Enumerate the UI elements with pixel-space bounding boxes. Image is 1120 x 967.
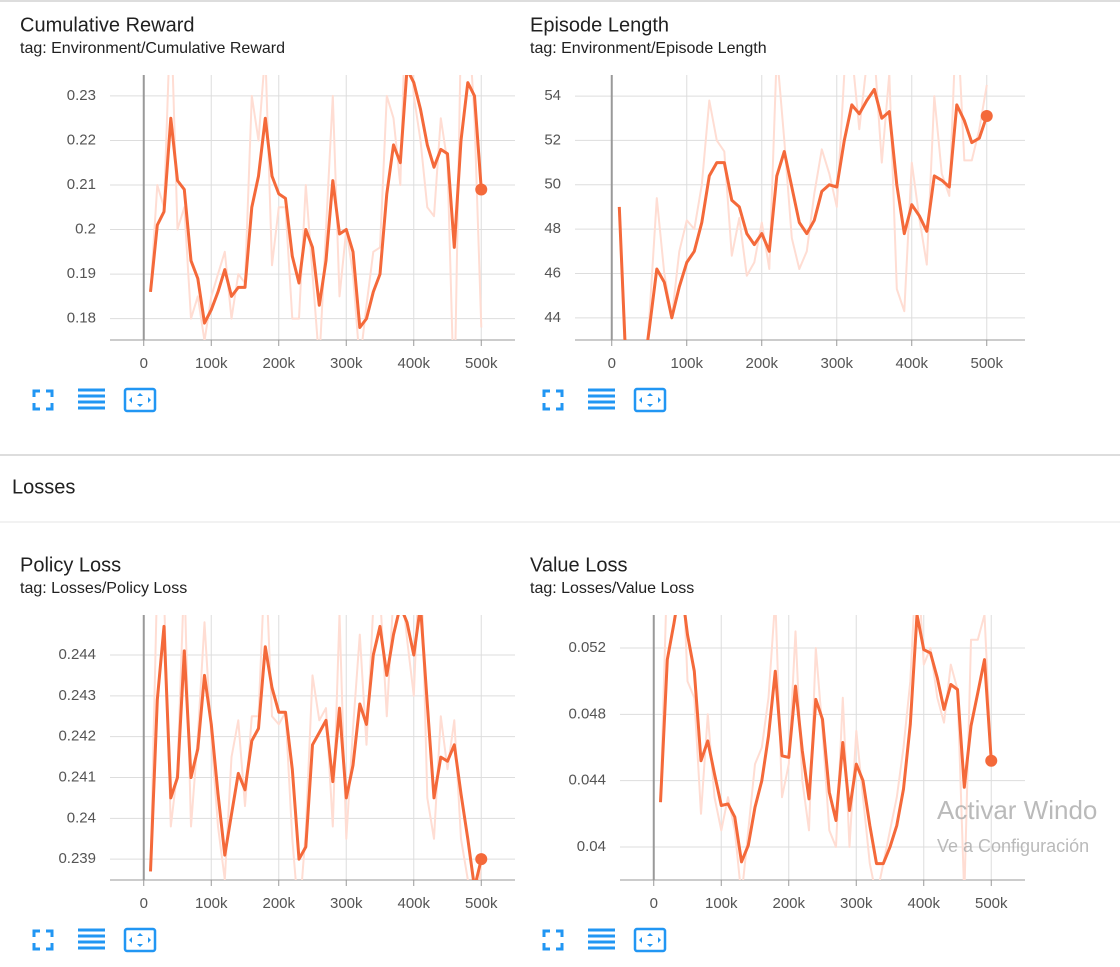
y-tick-label: 0.242 bbox=[58, 728, 96, 745]
x-tick-label: 200k bbox=[262, 895, 295, 912]
toolbar bbox=[542, 927, 667, 953]
toolbar bbox=[542, 387, 667, 413]
plot bbox=[659, 615, 993, 880]
raw-line bbox=[659, 615, 993, 880]
toggle-log-button[interactable] bbox=[588, 388, 615, 410]
fit-domain-arrows bbox=[639, 393, 661, 407]
toolbar bbox=[32, 927, 157, 953]
y-tick-label: 50 bbox=[544, 176, 561, 193]
raw-line bbox=[149, 615, 483, 880]
fit-domain-arrows bbox=[639, 933, 661, 947]
chart-subtitle: tag: Environment/Episode Length bbox=[530, 40, 767, 57]
chart-subtitle: tag: Losses/Value Loss bbox=[530, 580, 694, 597]
y-tick-label: 0.239 bbox=[58, 850, 96, 867]
x-tick-label: 400k bbox=[907, 895, 940, 912]
y-tick-label: 0.24 bbox=[67, 809, 96, 826]
last-point bbox=[980, 110, 993, 123]
last-point bbox=[475, 853, 488, 866]
fit-domain-arrows bbox=[129, 393, 151, 407]
last-point bbox=[475, 183, 488, 196]
chart-title: Cumulative Reward bbox=[20, 14, 195, 36]
x-tick-label: 400k bbox=[397, 895, 430, 912]
y-tick-label: 54 bbox=[544, 87, 561, 104]
x-tick-label: 0 bbox=[608, 355, 616, 372]
smoothed-line bbox=[617, 87, 989, 340]
y-tick-label: 0.244 bbox=[58, 646, 96, 663]
x-tick-label: 100k bbox=[705, 895, 738, 912]
section-title[interactable]: Losses bbox=[12, 476, 75, 498]
y-tick-label: 52 bbox=[544, 131, 561, 148]
chart-subtitle: tag: Environment/Cumulative Reward bbox=[20, 40, 285, 57]
raw-line bbox=[618, 75, 988, 340]
fit-domain-arrows bbox=[129, 933, 151, 947]
fullscreen-button[interactable] bbox=[32, 929, 54, 951]
y-tick-label: 0.044 bbox=[568, 772, 606, 789]
toggle-log-button[interactable] bbox=[588, 928, 615, 950]
x-tick-label: 200k bbox=[745, 355, 778, 372]
x-tick-label: 100k bbox=[670, 355, 703, 372]
chart-title: Policy Loss bbox=[20, 554, 121, 576]
y-tick-label: 0.19 bbox=[67, 265, 96, 282]
y-tick-label: 0.21 bbox=[67, 176, 96, 193]
smoothed-line bbox=[149, 75, 483, 329]
fullscreen-button[interactable] bbox=[542, 929, 564, 951]
x-tick-label: 400k bbox=[895, 355, 928, 372]
toggle-log-button[interactable] bbox=[78, 928, 105, 950]
x-tick-label: 0 bbox=[140, 895, 148, 912]
x-tick-label: 300k bbox=[840, 895, 873, 912]
chart-card: Value Loss tag: Losses/Value Loss 0.04 0.04… bbox=[530, 554, 1025, 953]
x-tick-label: 500k bbox=[975, 895, 1008, 912]
y-tick-label: 0.2 bbox=[75, 221, 96, 238]
toolbar bbox=[32, 387, 157, 413]
x-tick-label: 300k bbox=[820, 355, 853, 372]
x-tick-label: 100k bbox=[195, 895, 228, 912]
x-tick-label: 400k bbox=[397, 355, 430, 372]
toggle-log-button[interactable] bbox=[78, 388, 105, 410]
fit-domain-button[interactable] bbox=[123, 387, 157, 413]
y-tick-label: 0.243 bbox=[58, 687, 96, 704]
chart-subtitle: tag: Losses/Policy Loss bbox=[20, 580, 187, 597]
plot bbox=[617, 75, 989, 340]
x-tick-label: 300k bbox=[330, 895, 363, 912]
y-tick-label: 46 bbox=[544, 264, 561, 281]
chart-title: Value Loss bbox=[530, 554, 627, 576]
smoothed-line bbox=[659, 615, 993, 866]
x-tick-label: 500k bbox=[465, 895, 498, 912]
y-tick-label: 0.22 bbox=[67, 131, 96, 148]
fit-domain-button[interactable] bbox=[633, 927, 667, 953]
fullscreen-button[interactable] bbox=[542, 389, 564, 411]
x-tick-label: 0 bbox=[650, 895, 658, 912]
raw-line bbox=[149, 75, 483, 340]
y-tick-label: 0.048 bbox=[568, 705, 606, 722]
chart-card: Episode Length tag: Environment/Episode L… bbox=[530, 14, 1025, 413]
charts: Cumulative Reward tag: Environment/Cumula… bbox=[20, 14, 1025, 953]
fit-domain-button[interactable] bbox=[633, 387, 667, 413]
y-tick-label: 48 bbox=[544, 220, 561, 237]
y-tick-label: 0.241 bbox=[58, 768, 96, 785]
x-tick-label: 300k bbox=[330, 355, 363, 372]
smoothed-line bbox=[149, 615, 483, 880]
x-tick-label: 200k bbox=[772, 895, 805, 912]
chart-card: Policy Loss tag: Losses/Policy Loss 0.239 0… bbox=[20, 554, 515, 953]
fullscreen-button[interactable] bbox=[32, 389, 54, 411]
chart-card: Cumulative Reward tag: Environment/Cumula… bbox=[20, 14, 515, 413]
watermark-line: Activar Windo bbox=[937, 795, 1097, 825]
x-tick-label: 100k bbox=[195, 355, 228, 372]
x-tick-label: 500k bbox=[970, 355, 1003, 372]
y-tick-label: 0.04 bbox=[577, 838, 606, 855]
x-tick-label: 200k bbox=[262, 355, 295, 372]
x-tick-label: 0 bbox=[140, 355, 148, 372]
watermark-line: Ve a Configuración bbox=[937, 836, 1089, 856]
y-tick-label: 0.052 bbox=[568, 639, 606, 656]
y-tick-label: 0.18 bbox=[67, 310, 96, 327]
y-tick-label: 0.23 bbox=[67, 87, 96, 104]
plot bbox=[149, 615, 483, 880]
fit-domain-button[interactable] bbox=[123, 927, 157, 953]
y-tick-label: 44 bbox=[544, 309, 561, 326]
last-point bbox=[985, 754, 998, 767]
x-tick-label: 500k bbox=[465, 355, 498, 372]
plot bbox=[149, 75, 483, 340]
chart-title: Episode Length bbox=[530, 14, 669, 36]
